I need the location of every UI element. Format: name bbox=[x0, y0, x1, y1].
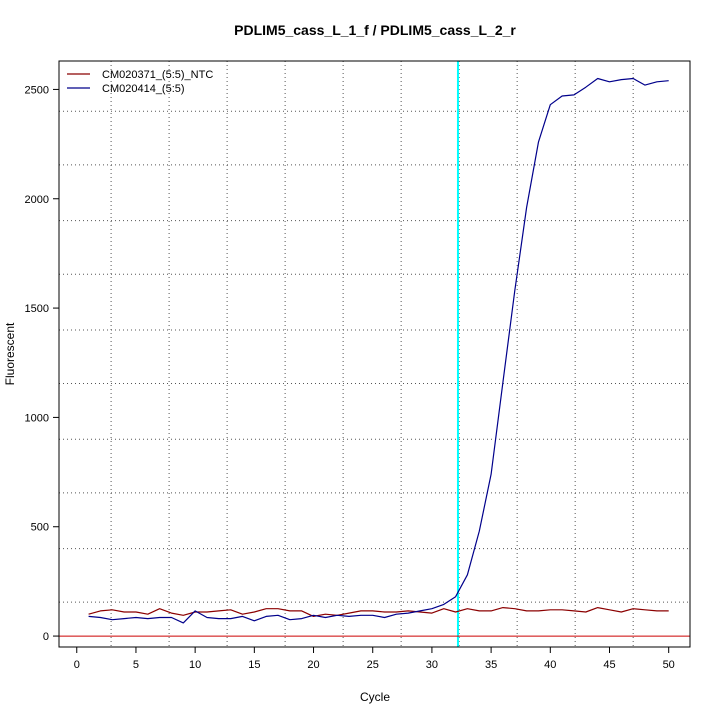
x-tick-label: 25 bbox=[367, 659, 379, 671]
y-axis-label: Fluorescent bbox=[3, 322, 17, 385]
legend: CM020371_(5:5)_NTC CM020414_(5:5) bbox=[67, 69, 213, 95]
series-line-2 bbox=[88, 77, 669, 624]
y-tick-label: 2000 bbox=[25, 194, 49, 206]
series-line-1 bbox=[88, 606, 669, 618]
grid bbox=[59, 61, 690, 647]
y-axis: 0 500 1000 1500 2000 2500 bbox=[25, 84, 59, 643]
series-group bbox=[88, 77, 669, 624]
legend-label-1: CM020371_(5:5)_NTC bbox=[102, 69, 213, 81]
x-tick-label: 50 bbox=[663, 659, 675, 671]
y-tick-label: 1500 bbox=[25, 303, 49, 315]
x-tick-label: 40 bbox=[544, 659, 556, 671]
x-tick-label: 35 bbox=[485, 659, 497, 671]
legend-label-2: CM020414_(5:5) bbox=[102, 83, 185, 95]
plot-frame bbox=[58, 60, 691, 648]
x-tick-label: 10 bbox=[189, 659, 201, 671]
x-tick-label: 30 bbox=[426, 659, 438, 671]
y-tick-label: 500 bbox=[31, 522, 49, 534]
x-axis-label: Cycle bbox=[360, 690, 390, 704]
y-tick-label: 1000 bbox=[25, 412, 49, 424]
x-axis: 0 5 10 15 20 25 30 35 40 45 50 bbox=[74, 647, 675, 671]
x-tick-label: 5 bbox=[133, 659, 139, 671]
y-tick-label: 0 bbox=[43, 631, 49, 643]
x-tick-label: 20 bbox=[307, 659, 319, 671]
chart-title: PDLIM5_cass_L_1_f / PDLIM5_cass_L_2_r bbox=[234, 22, 516, 38]
y-tick-label: 2500 bbox=[25, 84, 49, 96]
x-tick-label: 45 bbox=[603, 659, 615, 671]
x-tick-label: 15 bbox=[248, 659, 260, 671]
x-tick-label: 0 bbox=[74, 659, 80, 671]
